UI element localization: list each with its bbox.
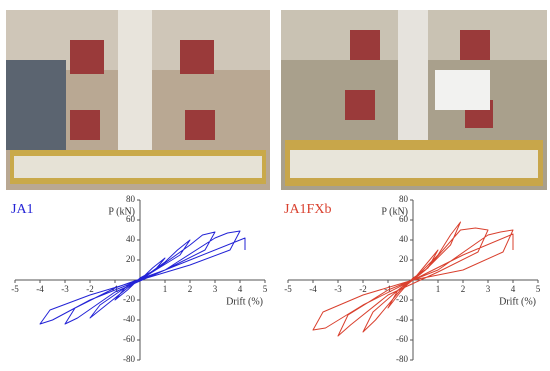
x-tick-label: -4 xyxy=(309,284,317,294)
chart-title: JA1FXb xyxy=(284,202,331,217)
x-tick-label: 1 xyxy=(436,284,441,294)
x-tick-label: -1 xyxy=(111,284,119,294)
y-tick-label: -40 xyxy=(396,314,408,324)
y-axis-label: P (kN) xyxy=(381,206,408,217)
x-tick-label: -4 xyxy=(36,284,44,294)
x-tick-label: -3 xyxy=(334,284,342,294)
y-tick-label: -80 xyxy=(123,354,135,364)
y-tick-label: 60 xyxy=(126,214,136,224)
x-axis-label: Drift (%) xyxy=(226,296,263,307)
x-tick-label: 2 xyxy=(461,284,466,294)
y-tick-label: -60 xyxy=(396,334,408,344)
hysteresis-line xyxy=(312,221,514,337)
y-tick-label: -40 xyxy=(123,314,135,324)
y-tick-label: -60 xyxy=(123,334,135,344)
x-tick-label: -2 xyxy=(359,284,367,294)
y-tick-label: 20 xyxy=(126,254,136,264)
photo-left xyxy=(6,10,270,190)
x-tick-label: 5 xyxy=(263,284,268,294)
x-tick-label: 4 xyxy=(511,284,516,294)
y-tick-label: -80 xyxy=(396,354,408,364)
x-tick-label: 4 xyxy=(238,284,243,294)
hysteresis-line xyxy=(39,230,246,325)
y-tick-label: 20 xyxy=(399,254,409,264)
y-tick-label: 40 xyxy=(399,234,409,244)
y-tick-label: 60 xyxy=(399,214,409,224)
x-tick-label: 3 xyxy=(486,284,491,294)
y-tick-label: 80 xyxy=(126,194,136,204)
x-tick-label: 5 xyxy=(536,284,541,294)
x-tick-label: -3 xyxy=(61,284,69,294)
x-axis-label: Drift (%) xyxy=(499,296,536,307)
x-tick-label: -1 xyxy=(384,284,392,294)
y-tick-label: 40 xyxy=(126,234,136,244)
y-tick-label: -20 xyxy=(123,294,135,304)
x-tick-label: -5 xyxy=(284,284,292,294)
y-tick-label: 80 xyxy=(399,194,409,204)
x-tick-label: -2 xyxy=(86,284,94,294)
x-tick-label: 3 xyxy=(213,284,218,294)
chart-title: JA1 xyxy=(11,202,34,217)
photo-right xyxy=(281,10,547,190)
y-axis-label: P (kN) xyxy=(108,206,135,217)
x-tick-label: -5 xyxy=(11,284,19,294)
y-tick-label: -20 xyxy=(396,294,408,304)
x-tick-label: 2 xyxy=(188,284,193,294)
x-tick-label: 1 xyxy=(163,284,168,294)
